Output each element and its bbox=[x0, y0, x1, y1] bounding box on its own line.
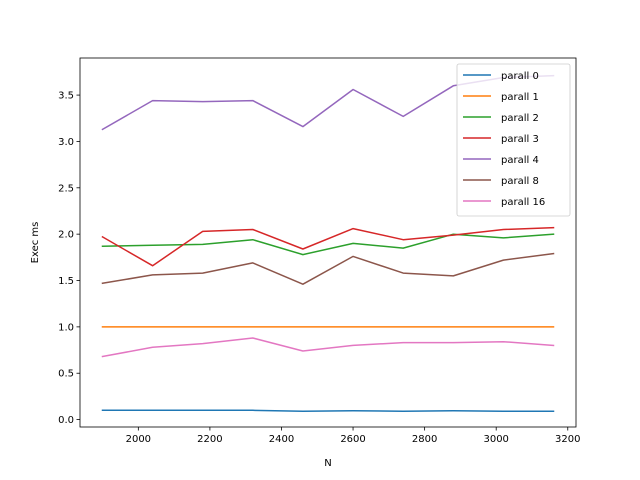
x-axis-title: N bbox=[324, 458, 331, 469]
y-tick-label: 2.0 bbox=[58, 230, 74, 241]
y-tick-label: 3.0 bbox=[58, 137, 74, 148]
legend: parall 0 parall 1 parall 2 parall 3 parall 4… bbox=[456, 63, 571, 217]
legend-label: parall 3 bbox=[501, 134, 539, 145]
y-axis-title: Exec ms bbox=[30, 222, 41, 264]
x-tick-label: 2000 bbox=[126, 434, 151, 445]
series-line-parall-8 bbox=[101, 252, 555, 285]
legend-label: parall 1 bbox=[501, 92, 539, 103]
y-tick-label: 2.5 bbox=[58, 183, 74, 194]
y-tick-label: 1.5 bbox=[58, 276, 74, 287]
y-tick-label: 3.5 bbox=[58, 91, 74, 102]
legend-box bbox=[456, 63, 571, 217]
x-tick-label: 2600 bbox=[340, 434, 365, 445]
series-line-parall-2 bbox=[101, 233, 555, 256]
y-tick-label: 0.0 bbox=[58, 415, 74, 426]
legend-label: parall 2 bbox=[501, 113, 539, 124]
y-tick-label: 0.5 bbox=[58, 369, 74, 380]
axis-ticks: 2000 2200 2400 2600 2800 3000 3200 0.0 0.5 1.0 1.5… bbox=[58, 91, 580, 445]
legend-label: parall 16 bbox=[501, 197, 545, 208]
series-lines bbox=[101, 74, 555, 412]
x-tick-label: 3200 bbox=[555, 434, 580, 445]
x-tick-label: 3000 bbox=[483, 434, 508, 445]
series-line-parall-0 bbox=[101, 409, 555, 412]
plot-frame bbox=[79, 57, 577, 428]
x-tick-label: 2200 bbox=[197, 434, 222, 445]
x-tick-label: 2400 bbox=[269, 434, 294, 445]
legend-label: parall 4 bbox=[501, 155, 539, 166]
legend-label: parall 0 bbox=[501, 71, 539, 82]
series-line-parall-3 bbox=[101, 226, 555, 267]
legend-label: parall 8 bbox=[501, 176, 539, 187]
x-tick-label: 2800 bbox=[412, 434, 437, 445]
series-line-parall-16 bbox=[101, 337, 555, 358]
y-tick-label: 1.0 bbox=[58, 322, 74, 333]
